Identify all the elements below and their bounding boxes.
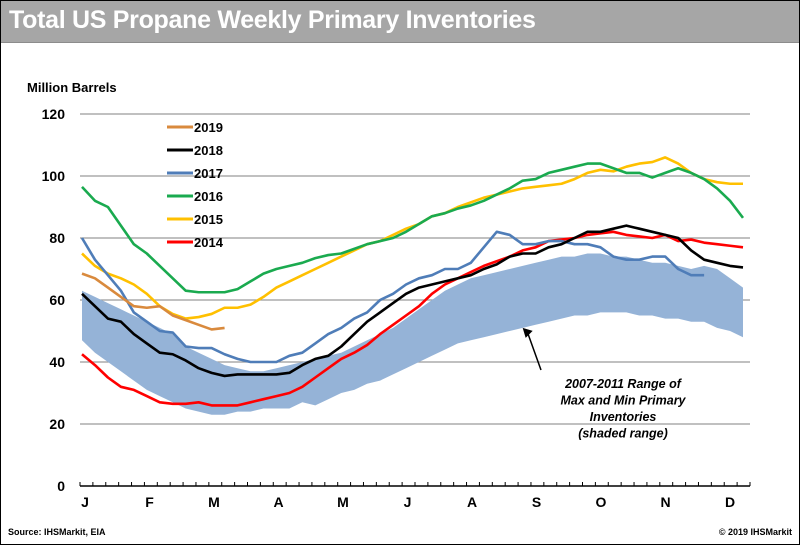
x-tick-label: F: [145, 494, 154, 510]
series-line-2018: [81, 224, 744, 378]
axes: 0 20 40 60 80 100 120 J F M A M J A S O N D: [42, 106, 751, 510]
y-tick-label: 120: [42, 106, 66, 122]
y-tick-label: 100: [42, 168, 66, 184]
series-line-2019: [81, 272, 225, 331]
y-tick-label: 80: [49, 230, 65, 246]
x-tick-label: A: [467, 494, 477, 510]
legend-label-2017: 2017: [194, 166, 223, 181]
legend-label-2014: 2014: [194, 235, 224, 250]
chart-title: Total US Propane Weekly Primary Inventor…: [9, 6, 536, 34]
y-tick-label: 20: [49, 416, 65, 432]
x-tick-label: S: [532, 494, 541, 510]
copyright-note: © 2019 IHSMarkit: [718, 527, 792, 537]
legend-label-2019: 2019: [194, 120, 223, 135]
x-tick-label: M: [337, 494, 349, 510]
y-tick-label: 60: [49, 292, 65, 308]
x-tick-label: D: [725, 494, 735, 510]
x-tick-label: M: [208, 494, 220, 510]
series-line-2017: [80, 230, 705, 364]
x-tick-label: N: [660, 494, 670, 510]
legend-label-2016: 2016: [194, 189, 223, 204]
legend-label-2018: 2018: [194, 143, 223, 158]
annotation: 2007-2011 Range of Max and Min Primary Inv…: [522, 327, 687, 441]
series-line-2016: [81, 162, 745, 294]
source-note: Source: IHSMarkit, EIA: [8, 527, 106, 537]
y-axis-label: Million Barrels: [27, 80, 117, 95]
x-tick-label: J: [81, 494, 89, 510]
title-bar: Total US Propane Weekly Primary Inventor…: [1, 1, 799, 43]
x-tick-label: A: [273, 494, 283, 510]
annotation-text-line: Inventories: [590, 410, 657, 424]
x-tick-label: J: [404, 494, 412, 510]
legend-label-2015: 2015: [194, 212, 223, 227]
series-line-2015: [81, 156, 743, 320]
annotation-arrow-line: [526, 332, 542, 371]
annotation-text-line: Max and Min Primary: [560, 394, 686, 408]
annotation-arrow-head: [522, 327, 533, 338]
annotation-text-line: 2007-2011 Range of: [564, 377, 683, 391]
series-lines: [80, 156, 745, 407]
gridlines: [80, 113, 750, 425]
x-tick-label: O: [596, 494, 607, 510]
series-line-2014: [81, 230, 744, 407]
legend: 2019 2018 2017 2016 2015 2014: [167, 120, 224, 250]
y-tick-label: 40: [49, 354, 65, 370]
annotation-text-line: (shaded range): [578, 427, 668, 441]
y-tick-label: 0: [57, 478, 65, 494]
